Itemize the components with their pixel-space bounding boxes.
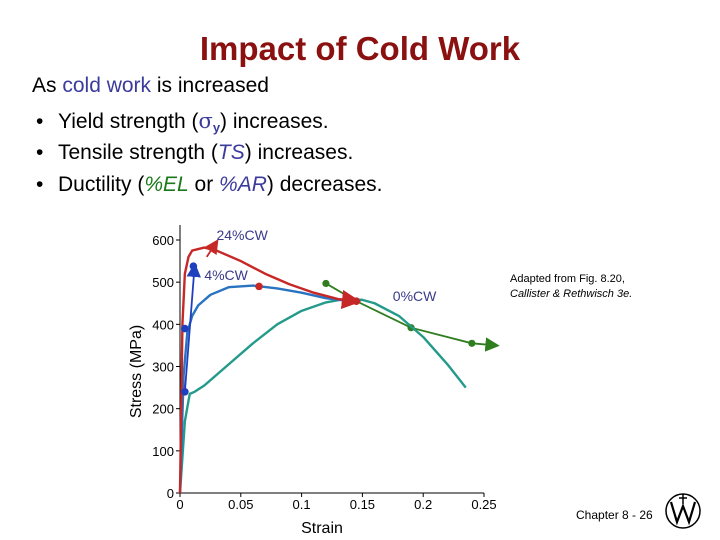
curve-label: 0%CW xyxy=(393,288,437,304)
bullet-yield: • Yield strength (σy) increases. xyxy=(36,106,382,138)
x-tick-label: 0.2 xyxy=(414,497,432,512)
bullet-dot: • xyxy=(36,110,44,133)
credit-line-1: Adapted from Fig. 8.20, xyxy=(510,273,625,285)
fracture-point-marker xyxy=(352,297,361,305)
x-axis-label: Strain xyxy=(301,520,343,537)
credit-line-2: Callister & Rethwisch 3e. xyxy=(510,288,633,300)
intro-pre: As xyxy=(32,74,63,97)
bullet-tensile: • Tensile strength (TS) increases. xyxy=(36,138,382,170)
fracture-point-marker xyxy=(255,282,263,291)
x-tick-label: 0 xyxy=(176,497,183,512)
intro-post: is increased xyxy=(151,74,269,97)
ar-abbr: %AR xyxy=(219,173,267,196)
yield-point-marker xyxy=(181,324,189,333)
fracture-guide-marker xyxy=(322,279,330,288)
intro-highlight: cold work xyxy=(62,74,152,97)
curve-label: 4%CW xyxy=(204,267,248,283)
yield-guide-line xyxy=(183,262,201,392)
fracture-guide-marker xyxy=(468,339,476,347)
x-tick-label: 0.25 xyxy=(471,497,496,512)
series-line-4%cw xyxy=(178,284,357,494)
figure-credit: Adapted from Fig. 8.20, Callister & Reth… xyxy=(510,272,632,302)
y-tick-label: 400 xyxy=(152,317,174,332)
sigma-symbol: σ xyxy=(198,109,213,133)
y-tick-label: 600 xyxy=(152,233,174,248)
y-tick-label: 500 xyxy=(152,275,174,290)
bullet-list: • Yield strength (σy) increases. • Tensile… xyxy=(36,106,382,202)
x-tick-label: 0.05 xyxy=(228,497,253,512)
x-tick-label: 0.1 xyxy=(293,497,311,512)
series-line-24%cw xyxy=(178,246,362,494)
tensile-text-end: ) increases. xyxy=(244,141,354,164)
el-abbr: %EL xyxy=(144,173,189,196)
ductility-text: Ductility ( xyxy=(58,173,145,196)
tensile-text: Tensile strength ( xyxy=(58,141,218,164)
yield-text: Yield strength ( xyxy=(58,110,199,133)
y-axis-label: Stress (MPa) xyxy=(128,325,145,418)
yield-text-end: ) increases. xyxy=(220,110,329,133)
ductility-text-end: ) decreases. xyxy=(266,173,383,196)
y-tick-label: 100 xyxy=(152,444,174,459)
ts-abbr: TS xyxy=(217,141,245,164)
intro-line: As cold work is increased xyxy=(32,74,269,98)
bullet-dot: • xyxy=(36,141,44,164)
x-tick-label: 0.15 xyxy=(350,497,375,512)
series-line-0%cw xyxy=(178,297,467,494)
yield-point-marker xyxy=(189,262,198,270)
publisher-logo-icon xyxy=(665,493,701,529)
cold-work-arrow xyxy=(204,239,219,258)
bullet-ductility: • Ductility (%EL or %AR) decreases. xyxy=(36,170,382,202)
slide-title: Impact of Cold Work xyxy=(199,30,521,67)
y-tick-label: 0 xyxy=(167,486,174,501)
curve-label: 24%CW xyxy=(216,227,268,243)
sigma-subscript: y xyxy=(212,120,221,135)
y-tick-label: 200 xyxy=(152,402,174,417)
bullet-dot: • xyxy=(36,173,44,196)
yield-point-marker xyxy=(181,388,189,396)
y-tick-label: 300 xyxy=(152,360,174,375)
chapter-footer: Chapter 8 - 26 xyxy=(576,508,653,522)
ductility-mid: or xyxy=(188,173,220,196)
